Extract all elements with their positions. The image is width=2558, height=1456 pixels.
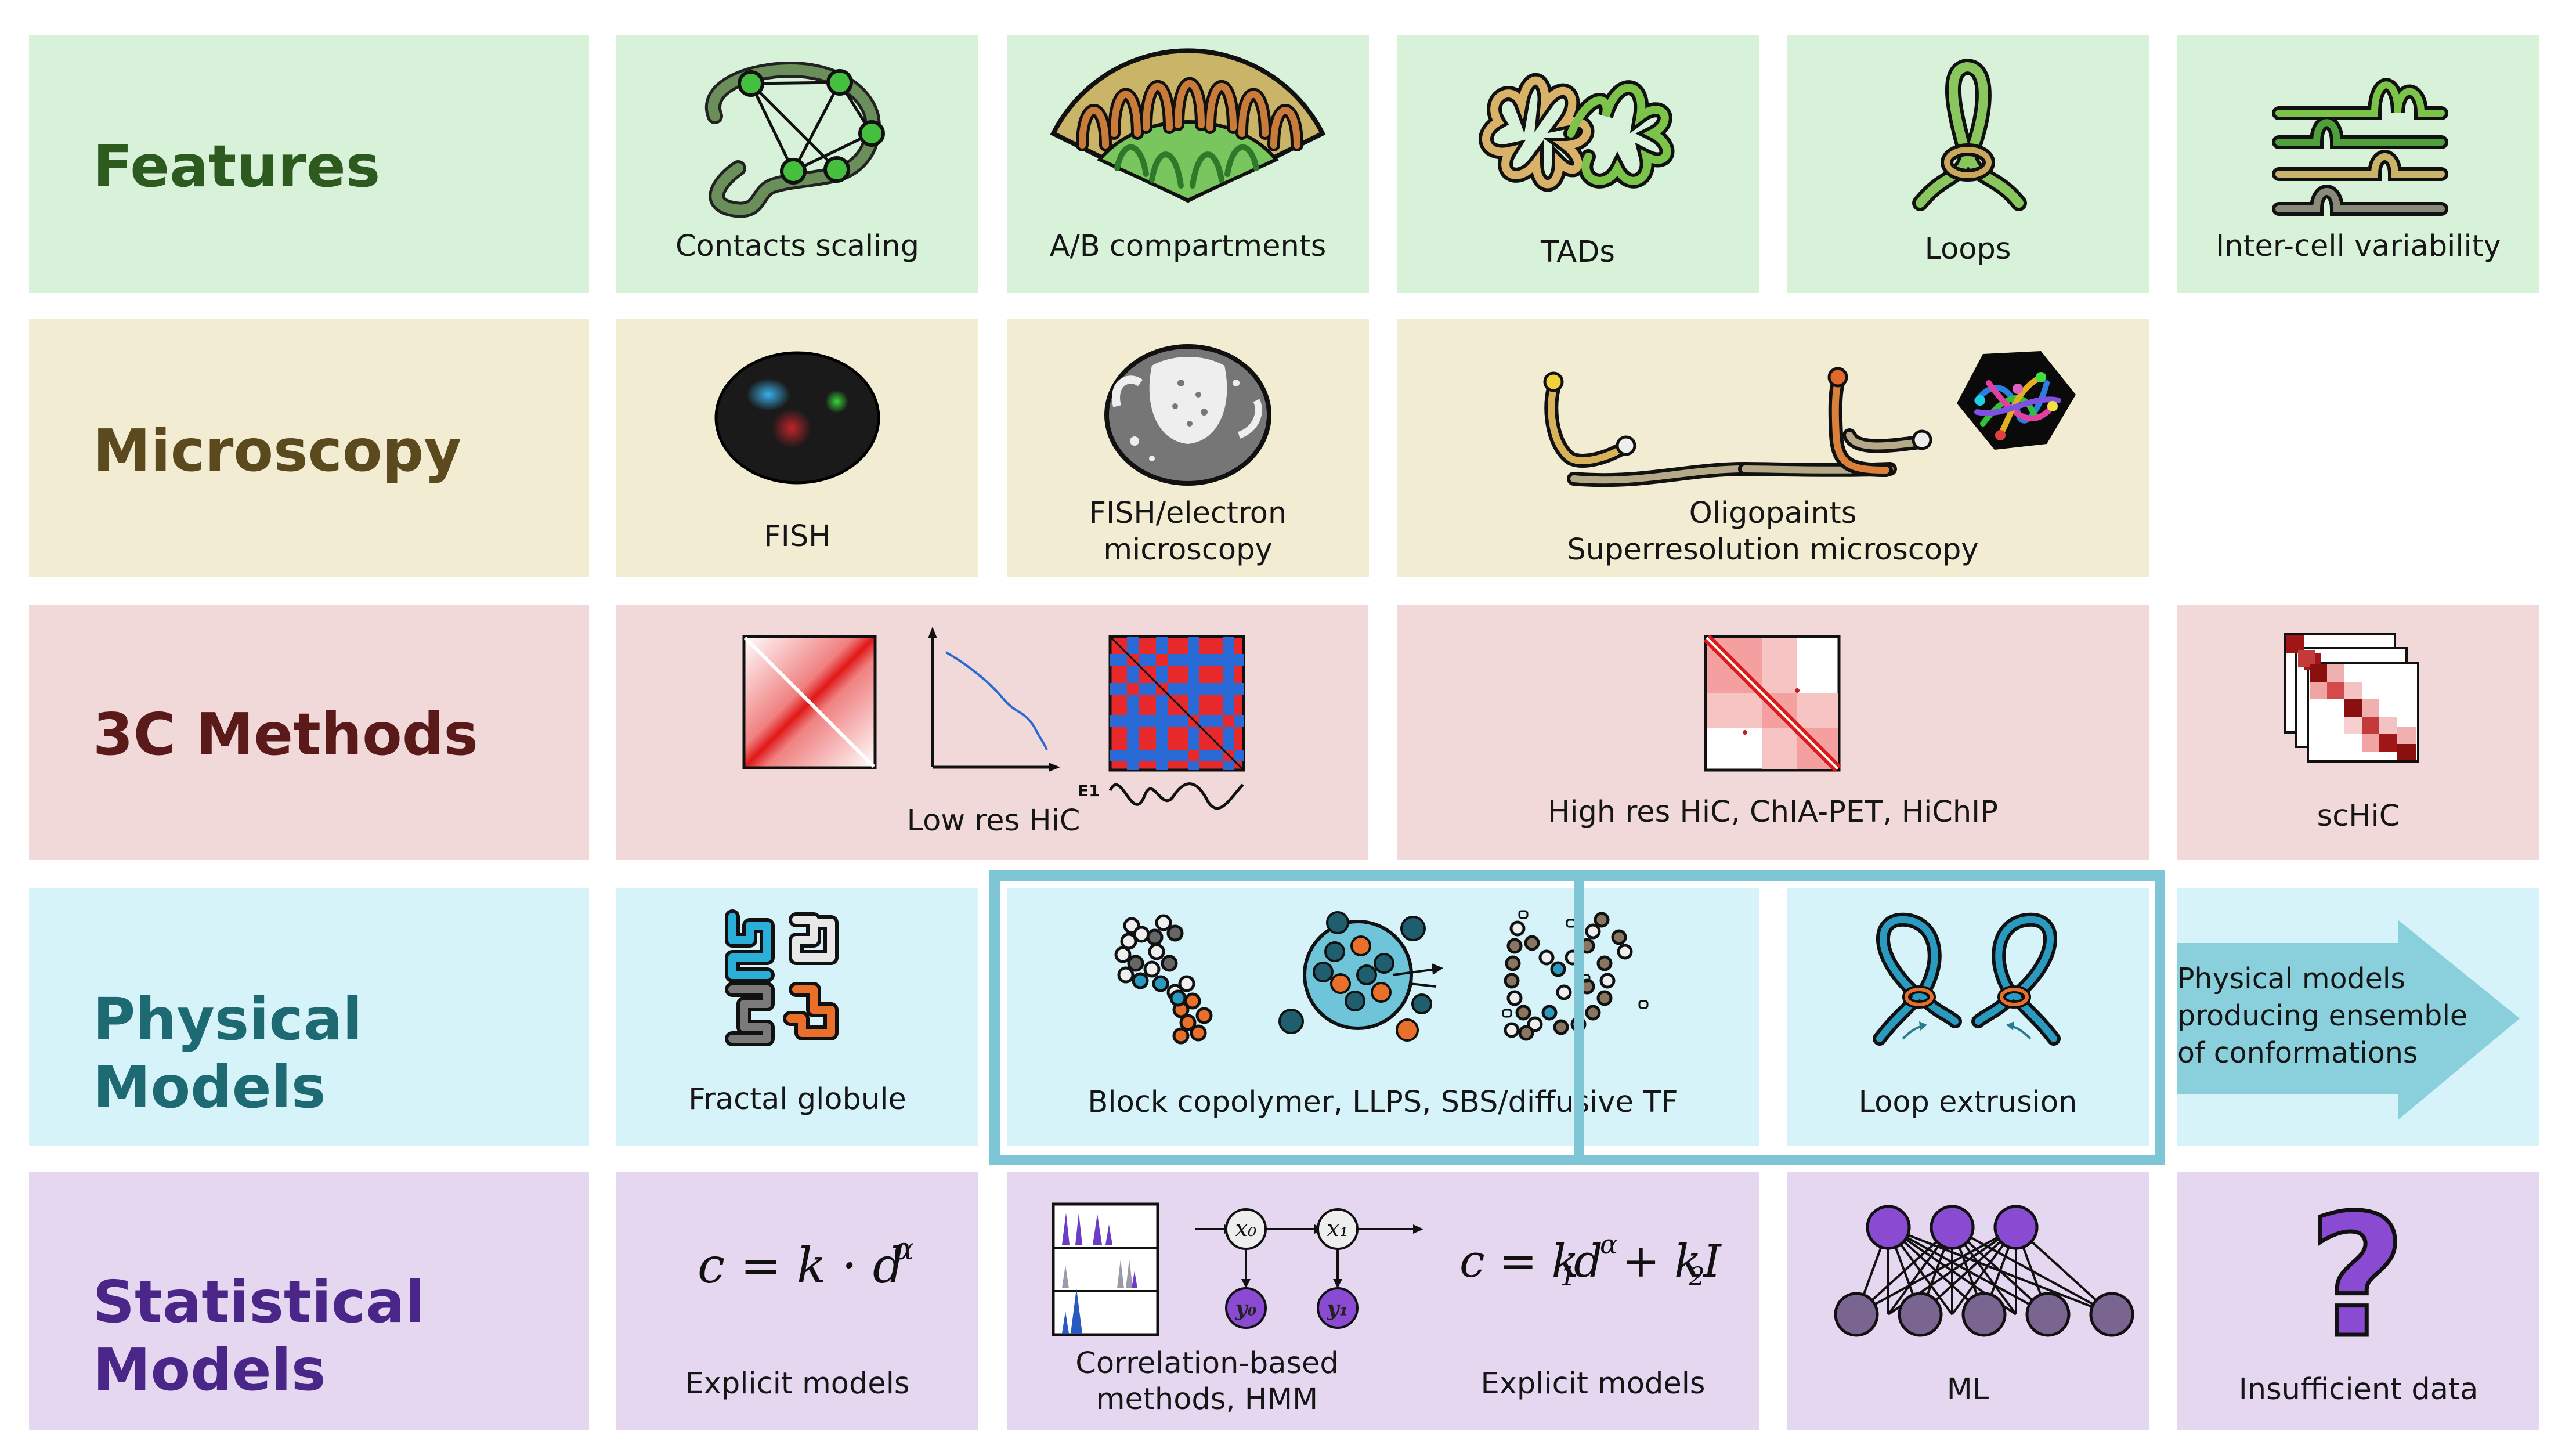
high-res-hic-heatmap bbox=[1703, 634, 1841, 772]
cell-contacts-scaling: Contacts scaling bbox=[616, 35, 978, 293]
svg-text:+ k: + k bbox=[1622, 1235, 1701, 1288]
statistical-label: Correlation-based bbox=[1075, 1346, 1339, 1381]
fractal-globule-icon bbox=[725, 909, 839, 1046]
question-mark-icon: ? bbox=[2306, 1177, 2408, 1377]
row-title: Features bbox=[93, 132, 381, 200]
svg-text:I: I bbox=[1702, 1235, 1722, 1288]
row-3c-methods-header: 3C Methods bbox=[29, 605, 589, 860]
ab-compartments-icon bbox=[1050, 48, 1326, 203]
microscopy-label: Oligopaints bbox=[1689, 496, 1857, 530]
loops-icon bbox=[1912, 58, 2027, 211]
statistical-label: Explicit models bbox=[1480, 1367, 1706, 1401]
low-res-hic-icons: E1 bbox=[742, 627, 1245, 810]
row-microscopy-header: Microscopy bbox=[29, 319, 589, 577]
arrow-text: Physical models bbox=[2177, 962, 2406, 995]
power-law-formula: c = k · d α bbox=[698, 1232, 914, 1294]
microscopy-label: FISH/electron bbox=[1089, 496, 1287, 530]
cell-low-res-hic: E1 Low res HiC bbox=[616, 605, 1368, 860]
physical-label: Block copolymer, LLPS, SBS/diffusive TF bbox=[1087, 1085, 1678, 1119]
contacts-scaling-icon bbox=[705, 61, 885, 218]
e1-label: E1 bbox=[1078, 781, 1100, 800]
cell-fractal-globule: Fractal globule bbox=[616, 888, 978, 1146]
hmm-state-x0: x₀ bbox=[1235, 1216, 1257, 1241]
cell-fish-electron: FISH/electron microscopy bbox=[1007, 319, 1369, 577]
cell-loops: Loops bbox=[1787, 35, 2149, 293]
microscopy-label: microscopy bbox=[1103, 533, 1273, 567]
microscopy-label: Superresolution microscopy bbox=[1567, 533, 1979, 567]
neural-network-icon bbox=[1834, 1205, 2134, 1337]
hmm-state-x1: x₁ bbox=[1327, 1216, 1349, 1241]
row-title: Physical Models bbox=[93, 985, 363, 1121]
cell-loop-extrusion: Loop extrusion bbox=[1787, 888, 2149, 1146]
svg-text:α: α bbox=[894, 1232, 914, 1267]
cell-oligopaints: Oligopaints Superresolution microscopy bbox=[1397, 319, 2149, 577]
intercell-variability-icon bbox=[2272, 78, 2448, 216]
cell-intercell-variability: Inter-cell variability bbox=[2177, 35, 2539, 293]
svg-text:2: 2 bbox=[1688, 1262, 1705, 1292]
feature-label: Inter-cell variability bbox=[2216, 229, 2501, 263]
svg-text:c = k · d: c = k · d bbox=[698, 1237, 904, 1294]
cell-high-res-hic: High res HiC, ChIA-PET, HiChIP bbox=[1397, 605, 2149, 860]
feature-label: A/B compartments bbox=[1049, 229, 1327, 263]
statistical-label: Explicit models bbox=[685, 1367, 910, 1401]
statistical-label: Insufficient data bbox=[2238, 1372, 2478, 1407]
method-label: High res HiC, ChIA-PET, HiChIP bbox=[1548, 795, 1998, 829]
oligopaints-icon bbox=[1543, 351, 2076, 487]
hmm-obs-y0: y₀ bbox=[1235, 1296, 1257, 1321]
cell-ml: ML bbox=[1787, 1172, 2149, 1430]
cell-insufficient-data: ? Insufficient data bbox=[2177, 1172, 2539, 1430]
physical-label: Fractal globule bbox=[688, 1082, 906, 1117]
schic-stack-icon bbox=[2284, 633, 2419, 763]
cell-correlation-hmm: x₀ x₁ y₀ y₁ c = k 1 d α + k 2 I Correlat… bbox=[1007, 1172, 1759, 1430]
physical-label: Loop extrusion bbox=[1858, 1085, 2078, 1119]
compartment-heatmap bbox=[1108, 635, 1245, 772]
tads-icon bbox=[1479, 73, 1675, 192]
feature-label: Loops bbox=[1924, 232, 2011, 266]
hmm-diagram: x₀ x₁ y₀ y₁ c = k 1 d α + k 2 I bbox=[1052, 1202, 1722, 1336]
svg-text:d: d bbox=[1574, 1235, 1603, 1288]
row-statistical-models-header: Statistical Models bbox=[29, 1172, 589, 1430]
feature-label: Contacts scaling bbox=[675, 229, 920, 263]
cell-schic: scHiC bbox=[2177, 605, 2539, 860]
row-title: Statistical Models bbox=[93, 1268, 425, 1404]
feature-label: TADs bbox=[1541, 235, 1615, 269]
method-label: scHiC bbox=[2317, 799, 2400, 833]
loop-extrusion-icon bbox=[1873, 912, 2061, 1046]
row-physical-models-header: Physical Models bbox=[29, 888, 589, 1146]
cell-physical-arrow: Physical models producing ensemble of co… bbox=[2177, 888, 2539, 1146]
electron-microscopy-image bbox=[1104, 344, 1271, 486]
cell-tads: TADs bbox=[1397, 35, 1759, 293]
statistical-label: methods, HMM bbox=[1096, 1382, 1318, 1417]
svg-text:1: 1 bbox=[1560, 1262, 1576, 1292]
method-label: Low res HiC bbox=[906, 804, 1081, 838]
arrow-text: producing ensemble bbox=[2177, 999, 2468, 1032]
arrow-text: of conformations bbox=[2177, 1036, 2418, 1070]
fish-image bbox=[714, 351, 880, 485]
cell-fish: FISH bbox=[616, 319, 978, 577]
microscopy-label: FISH bbox=[764, 519, 831, 554]
cell-block-copolymer: Block copolymer, LLPS, SBS/diffusive TF bbox=[1007, 888, 1759, 1146]
question-mark: ? bbox=[2308, 1179, 2406, 1375]
svg-text:α: α bbox=[1600, 1229, 1618, 1260]
cell-explicit-models-1: c = k · d α Explicit models bbox=[616, 1172, 978, 1430]
row-features-header: Features bbox=[29, 35, 589, 293]
row-title: Microscopy bbox=[93, 417, 462, 485]
cell-ab-compartments: A/B compartments bbox=[1007, 35, 1369, 293]
statistical-label: ML bbox=[1946, 1372, 1989, 1407]
row-title: 3C Methods bbox=[93, 700, 478, 768]
ensemble-arrow bbox=[2177, 920, 2520, 1120]
hmm-obs-y1: y₁ bbox=[1327, 1296, 1349, 1321]
svg-text:c = k: c = k bbox=[1459, 1235, 1579, 1288]
